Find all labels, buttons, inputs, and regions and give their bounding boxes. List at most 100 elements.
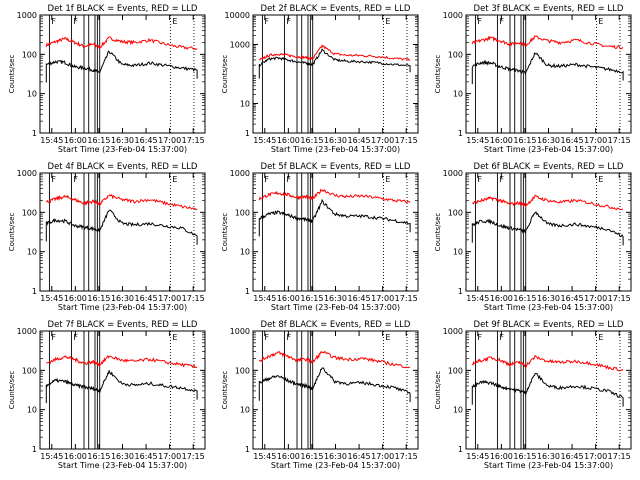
y-tick-label: 100 [235, 208, 250, 217]
panel-det-8: Det 8f BLACK = Events, RED = LLD 1 10 100 10… [221, 320, 419, 470]
flag-label: F [499, 333, 504, 342]
chart-title: Det 8f BLACK = Events, RED = LLD [261, 320, 411, 330]
flag-label: E [385, 17, 390, 26]
y-tick-label: 1000 [443, 169, 463, 178]
flag-label: E [172, 175, 177, 184]
x-axis-label: Start Time (23-Feb-04 15:37:00) [271, 461, 400, 470]
y-tick-label: 1000 [230, 41, 250, 50]
y-tick-label: 100 [22, 50, 37, 59]
y-tick-label: 1 [245, 445, 250, 454]
series-events-line [471, 372, 624, 407]
x-tick-label: 17:00 [158, 452, 181, 461]
y-tick-label: 10 [453, 406, 463, 415]
chart-title: Det 2f BLACK = Events, RED = LLD [261, 4, 411, 14]
x-tick-label: 16:30 [324, 294, 347, 303]
y-tick-label: 100 [22, 366, 37, 375]
y-axis-label: Counts/sec [221, 55, 229, 94]
y-tick-label: 10 [27, 90, 37, 99]
series-events-line [258, 198, 411, 237]
y-tick-label: 1 [458, 287, 463, 296]
x-axis-label: Start Time (23-Feb-04 15:37:00) [58, 303, 187, 312]
flag-label: E [172, 333, 177, 342]
plot-frame [252, 330, 419, 450]
x-tick-label: 17:00 [584, 136, 607, 145]
series-events-line [45, 209, 198, 245]
series-events-line [258, 367, 411, 403]
panel-det-3: Det 3f BLACK = Events, RED = LLD 1 10 100 10… [434, 4, 632, 154]
chart-title: Det 1f BLACK = Events, RED = LLD [48, 4, 198, 14]
x-tick-label: 16:45 [561, 452, 584, 461]
y-tick-label: 1 [458, 445, 463, 454]
y-tick-label: 10000 [225, 11, 250, 20]
y-tick-label: 100 [448, 208, 463, 217]
flag-label: F [286, 333, 291, 342]
x-tick-label: 17:15 [182, 294, 205, 303]
flag-label: F [477, 17, 482, 26]
x-tick-label: 16:00 [277, 452, 300, 461]
x-tick-label: 16:45 [135, 294, 158, 303]
x-tick-label: 16:15 [300, 452, 323, 461]
flag-label: F [264, 175, 269, 184]
flag-label: F [264, 333, 269, 342]
x-tick-label: 17:15 [608, 294, 631, 303]
x-tick-label: 16:00 [490, 136, 513, 145]
y-axis-label: Counts/sec [434, 55, 442, 94]
y-tick-label: 1000 [443, 327, 463, 336]
x-tick-label: 16:15 [87, 136, 110, 145]
panel-det-7: Det 7f BLACK = Events, RED = LLD 1 10 100 10… [8, 320, 206, 470]
series-events-line [45, 50, 198, 83]
chart-title: Det 7f BLACK = Events, RED = LLD [48, 320, 198, 330]
x-tick-label: 16:00 [277, 294, 300, 303]
flag-label: F [73, 17, 78, 26]
chart-title: Det 4f BLACK = Events, RED = LLD [48, 162, 198, 172]
x-tick-label: 17:00 [371, 136, 394, 145]
x-tick-label: 17:15 [182, 136, 205, 145]
y-tick-label: 10 [240, 248, 250, 257]
x-tick-label: 16:30 [111, 452, 134, 461]
x-tick-label: 16:15 [513, 294, 536, 303]
x-tick-label: 17:15 [395, 294, 418, 303]
x-tick-label: 16:00 [64, 452, 87, 461]
series-events-line [258, 48, 411, 79]
x-tick-label: 17:00 [371, 294, 394, 303]
x-tick-label: 15:45 [40, 294, 63, 303]
flag-label: E [598, 175, 603, 184]
x-tick-label: 16:15 [300, 294, 323, 303]
y-tick-label: 100 [22, 208, 37, 217]
y-tick-label: 1 [32, 129, 37, 138]
plot-frame [465, 330, 632, 450]
x-tick-label: 17:00 [584, 294, 607, 303]
x-tick-label: 17:15 [608, 452, 631, 461]
y-tick-label: 100 [448, 50, 463, 59]
x-tick-label: 17:15 [182, 452, 205, 461]
x-axis-label: Start Time (23-Feb-04 15:37:00) [484, 145, 613, 154]
flag-label: F [51, 17, 56, 26]
x-tick-label: 16:00 [490, 452, 513, 461]
panel-det-5: Det 5f BLACK = Events, RED = LLD 1 10 100 10… [221, 162, 419, 312]
x-tick-label: 16:45 [348, 136, 371, 145]
series-lld-line [258, 188, 411, 204]
series-lld-line [258, 350, 411, 369]
x-tick-label: 16:00 [64, 136, 87, 145]
x-tick-label: 17:00 [158, 136, 181, 145]
series-lld-line [45, 36, 198, 51]
x-tick-label: 17:00 [158, 294, 181, 303]
x-tick-label: 16:30 [537, 452, 560, 461]
x-tick-label: 15:45 [40, 136, 63, 145]
x-tick-label: 16:15 [513, 136, 536, 145]
y-tick-label: 10 [27, 406, 37, 415]
x-tick-label: 17:00 [584, 452, 607, 461]
flag-label: F [286, 17, 291, 26]
series-lld-line [471, 35, 624, 50]
flag-label: E [172, 17, 177, 26]
y-axis-label: Counts/sec [8, 213, 16, 252]
x-tick-label: 15:45 [253, 136, 276, 145]
panel-det-9: Det 9f BLACK = Events, RED = LLD 1 10 100 10… [434, 320, 632, 470]
flag-label: F [477, 175, 482, 184]
x-axis-label: Start Time (23-Feb-04 15:37:00) [58, 145, 187, 154]
x-tick-label: 16:45 [348, 294, 371, 303]
y-axis-label: Counts/sec [434, 213, 442, 252]
flag-label: F [499, 175, 504, 184]
x-tick-label: 16:00 [490, 294, 513, 303]
